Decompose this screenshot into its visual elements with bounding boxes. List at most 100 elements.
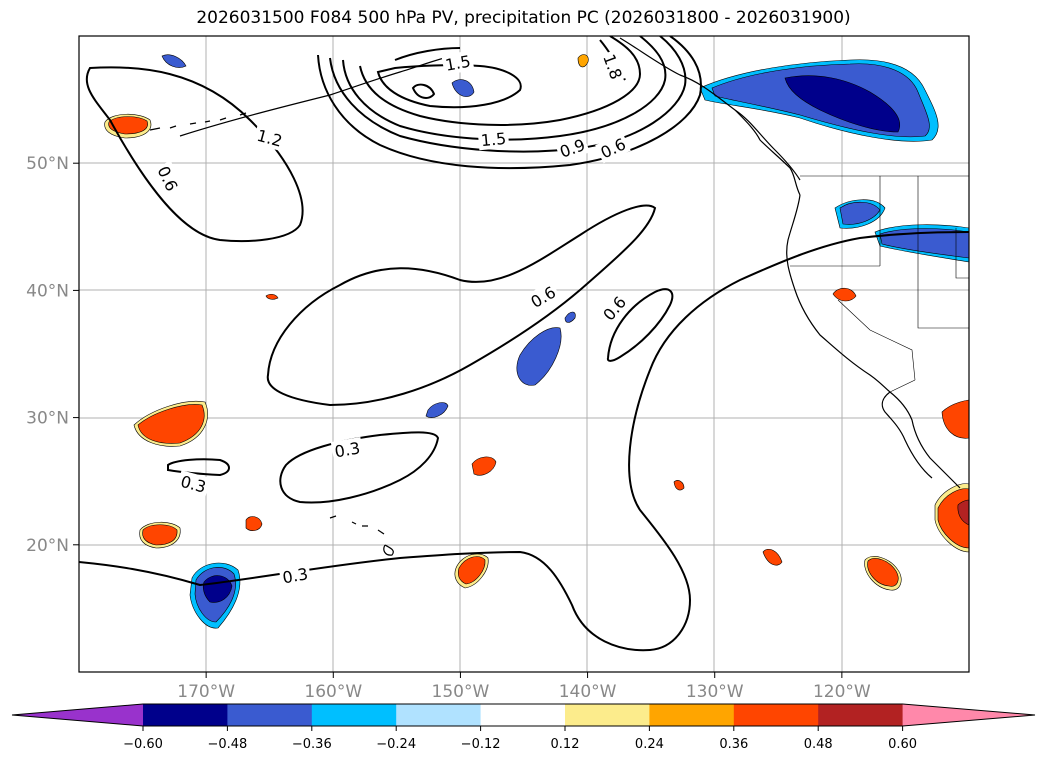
colorbar-tick-label: 0.36 — [719, 737, 748, 752]
lat-tick-label: 40°N — [26, 281, 69, 301]
alaska-coast — [179, 37, 801, 181]
contour-label-bg — [176, 470, 211, 498]
contour-label-bg — [525, 280, 562, 313]
contour-0.3-c — [167, 458, 230, 477]
contour-label: 1.5 — [477, 127, 510, 151]
contour-label: 0.6 — [596, 290, 632, 327]
contour-label: 0.3 — [330, 436, 364, 462]
colorbar-tick-label: −0.60 — [123, 737, 163, 752]
lon-tick-label: 120°W — [813, 682, 871, 702]
us-west-coast — [786, 194, 891, 393]
colorbar-tick-label: −0.12 — [461, 737, 501, 752]
bc-coast — [734, 109, 801, 196]
precip-red-9 — [867, 558, 899, 587]
baja-coast — [889, 391, 961, 489]
precip-red-6 — [457, 556, 486, 585]
contour-label-bg — [152, 160, 184, 197]
contour-0.6-b — [266, 204, 657, 407]
precip-red-10 — [832, 287, 857, 302]
contour-label: 0.3 — [278, 562, 312, 588]
contour-label: 0.9 — [554, 133, 590, 163]
contour-labels: 1.5 1.81.2 1.5 0.9 0.60.60.6 0.60.30.30.3 — [152, 49, 632, 588]
contour-1.5-b — [376, 64, 522, 109]
colorbar-extend-low — [12, 704, 143, 726]
precip-darkred-14 — [957, 499, 969, 526]
contour-label-bg — [252, 124, 287, 152]
colorbar-tick-label: 0.24 — [635, 737, 664, 752]
precip-red-1 — [108, 116, 148, 135]
contour-label-text: 0.3 — [179, 472, 209, 497]
colorbar-tick-label: −0.24 — [376, 737, 416, 752]
precip-positive-anomalies — [104, 54, 969, 591]
contour-0.3 — [79, 231, 969, 652]
contour-0.6-c — [606, 288, 674, 362]
colorbar-band — [396, 704, 482, 726]
contour-0.6-d — [317, 36, 702, 170]
colorbar-tick-label: 0.60 — [888, 737, 917, 752]
lon-tick-label: 130°W — [686, 682, 744, 702]
lat-tick-label: 20°N — [26, 536, 69, 556]
contour-1.2 — [342, 36, 667, 141]
contour-label: 1.2 — [252, 124, 287, 152]
lon-tick-label: 170°W — [177, 682, 235, 702]
colorbar-tick-label: −0.36 — [292, 737, 332, 752]
contour-label: 0.6 — [525, 280, 562, 313]
colorbar: −0.60 −0.48 −0.36 −0.24 −0.12 0.12 0.24 0.36 0.4… — [11, 703, 1036, 752]
precip-mid-blue-3 — [425, 402, 449, 418]
colorbar-band — [649, 704, 735, 726]
contour-label: 0.6 — [152, 160, 184, 197]
contour-label-bg — [477, 127, 510, 151]
colorbar-band — [565, 704, 650, 726]
precip-red-3 — [142, 524, 178, 546]
precip-ak-blue — [451, 79, 475, 97]
contour-label-bg — [441, 50, 475, 76]
precip-red-5 — [471, 456, 497, 476]
colorbar-extend-high — [902, 704, 1035, 726]
colorbar-band — [227, 704, 313, 726]
contour-1.5 — [359, 36, 642, 126]
lat-tick-label: 30°N — [26, 409, 69, 429]
precip-red-7 — [673, 480, 685, 491]
coastlines — [149, 37, 961, 556]
lon-tick-labels: 170°W 160°W 150°W 140°W 130°W 120°W — [177, 672, 871, 702]
precip-mid-blue-2 — [564, 311, 576, 323]
contour-label-bg — [330, 436, 364, 462]
lon-tick-label: 150°W — [432, 682, 490, 702]
colorbar-tick-label: 0.48 — [804, 737, 833, 752]
precip-negative-anomalies — [161, 54, 969, 629]
map-title: 2026031500 F084 500 hPa PV, precipitatio… — [196, 8, 851, 28]
colorbar-band — [733, 704, 819, 726]
precip-pnw-blue-core — [784, 75, 900, 133]
aleutians — [149, 112, 247, 131]
precip-gb-blue-core — [879, 228, 969, 259]
precip-red-4 — [245, 516, 263, 531]
contour-0.6-a — [85, 66, 304, 243]
hawaii-islands — [329, 515, 394, 556]
contour-label: 1.8 — [598, 49, 628, 85]
state-borders — [790, 176, 969, 393]
contour-label-text: 1.2 — [255, 126, 285, 151]
contour-label-text: 0.3 — [281, 564, 309, 587]
contour-label-bg — [598, 49, 628, 85]
contour-label-text: 0.3 — [333, 438, 361, 461]
precip-red-8 — [762, 549, 783, 566]
colorbar-band — [311, 704, 397, 726]
political-borders — [790, 175, 969, 393]
colorbar-tick-label: 0.12 — [551, 737, 580, 752]
contour-label: 1.5 — [441, 50, 475, 76]
colorbar-tick-label: −0.48 — [207, 737, 247, 752]
contour-label-text: 0.6 — [599, 293, 630, 325]
contour-small — [411, 83, 436, 99]
pv-contours — [79, 36, 969, 652]
lon-tick-label: 140°W — [559, 682, 617, 702]
precip-red-2 — [137, 404, 205, 444]
contour-label-text: 1.5 — [480, 129, 507, 150]
precip-orange-11 — [577, 54, 589, 68]
precip-mid-blue-1 — [516, 327, 562, 386]
colorbar-band — [480, 704, 566, 726]
plot-frame — [78, 35, 970, 673]
contour-label-bg — [554, 133, 590, 163]
lat-tick-label: 50°N — [26, 154, 69, 174]
colorbar-band — [818, 704, 904, 726]
baja-west — [881, 391, 933, 479]
